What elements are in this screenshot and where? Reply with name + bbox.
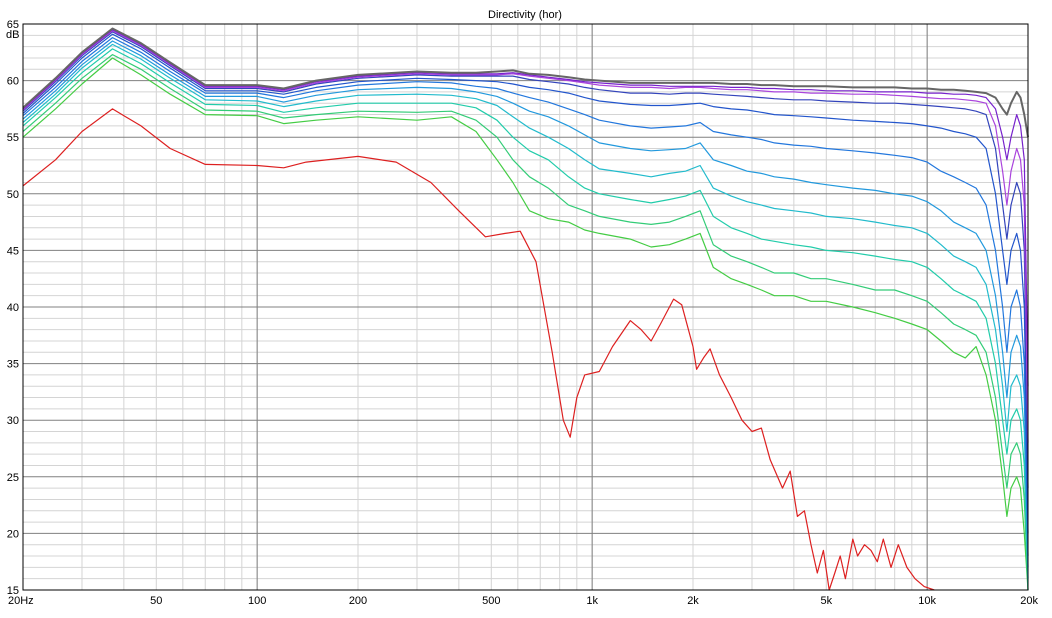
chart-title: Directivity (hor): [488, 9, 562, 21]
x-tick-label: 500: [482, 595, 500, 607]
series-line: [22, 40, 1029, 568]
y-tick-label: 15: [7, 585, 19, 597]
plot-frame: [22, 23, 1029, 591]
series-line: [22, 36, 1029, 557]
series-line: [22, 108, 935, 591]
y-tick-label: 45: [7, 245, 19, 257]
y-tick-label: 35: [7, 359, 19, 371]
y-tick-label: 25: [7, 472, 19, 484]
y-axis-unit-label: dB: [6, 29, 19, 41]
y-tick-label: 60: [7, 76, 19, 88]
tick-labels: 15 20 25 30 35 40 45 50 55 60 65 20Hz 50 100 200 500 1k 2…: [7, 19, 1039, 607]
x-tick-label: 2k: [687, 595, 699, 607]
y-tick-label: 40: [7, 302, 19, 314]
series-line: [22, 53, 1029, 591]
series-line: [22, 43, 1029, 579]
y-tick-label: 55: [7, 132, 19, 144]
y-tick-label: 30: [7, 415, 19, 427]
x-tick-label: 10k: [918, 595, 936, 607]
series-lines: [22, 27, 1029, 591]
series-line: [22, 29, 1029, 387]
x-tick-label: 1k: [586, 595, 598, 607]
series-line: [22, 31, 1029, 489]
series-line: [22, 33, 1029, 534]
series-line: [22, 57, 1029, 591]
x-tick-label: 20Hz: [8, 595, 34, 607]
x-tick-label: 5k: [820, 595, 832, 607]
series-line: [22, 30, 1029, 443]
series-line: [22, 27, 1029, 138]
y-tick-label: 65: [7, 19, 19, 31]
x-tick-label: 200: [349, 595, 367, 607]
x-tick-label: 100: [248, 595, 266, 607]
y-tick-label: 50: [7, 189, 19, 201]
series-line: [22, 48, 1029, 591]
x-tick-label: 20k: [1020, 595, 1038, 607]
y-tick-label: 20: [7, 528, 19, 540]
x-tick-label: 50: [150, 595, 162, 607]
